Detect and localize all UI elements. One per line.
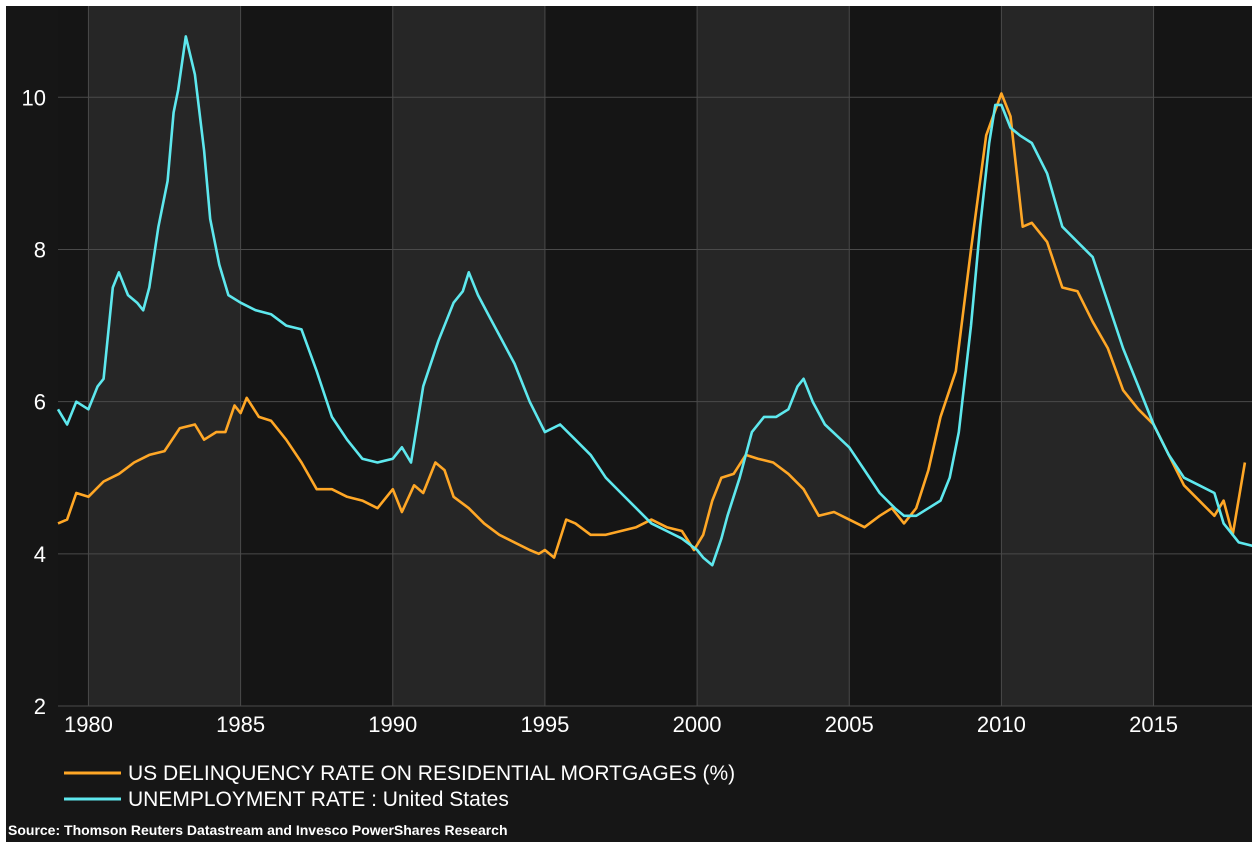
y-tick-label: 10 xyxy=(22,85,46,110)
y-tick-label: 2 xyxy=(34,694,46,719)
legend-label-delinquency: US DELINQUENCY RATE ON RESIDENTIAL MORTG… xyxy=(128,762,735,785)
x-tick-label: 1980 xyxy=(64,712,113,737)
plot-background xyxy=(58,6,1252,706)
legend: US DELINQUENCY RATE ON RESIDENTIAL MORTG… xyxy=(64,762,735,811)
x-tick-label: 2015 xyxy=(1129,712,1178,737)
plot-band xyxy=(88,6,241,706)
series-line-delinquency xyxy=(57,92,1247,559)
y-tick-label: 6 xyxy=(34,390,46,415)
x-tick-label: 1990 xyxy=(368,712,417,737)
gridlines xyxy=(58,6,1252,707)
plot-band xyxy=(392,6,545,706)
y-tick-label: 8 xyxy=(34,237,46,262)
source-note: Source: Thomson Reuters Datastream and I… xyxy=(8,822,508,838)
plot-band xyxy=(697,6,850,706)
y-tick-label: 4 xyxy=(34,542,46,567)
series-layer xyxy=(56,35,1252,567)
chart-frame: 1980 1985 1990 1995 2000 2005 2010 2015 2 4 6 8 10 U… xyxy=(6,6,1252,842)
axis-labels: 1980 1985 1990 1995 2000 2005 2010 2015 2 4 6 8 10 xyxy=(22,85,1179,737)
plot-band xyxy=(1001,6,1154,706)
series-line-unemployment xyxy=(56,35,1252,567)
x-tick-label: 2000 xyxy=(673,712,722,737)
legend-label-unemployment: UNEMPLOYMENT RATE : United States xyxy=(128,788,509,811)
chart: 1980 1985 1990 1995 2000 2005 2010 2015 2 4 6 8 10 U… xyxy=(8,6,1252,838)
x-tick-label: 1995 xyxy=(520,712,569,737)
x-tick-label: 2005 xyxy=(825,712,874,737)
x-tick-label: 1985 xyxy=(216,712,265,737)
x-tick-label: 2010 xyxy=(977,712,1026,737)
